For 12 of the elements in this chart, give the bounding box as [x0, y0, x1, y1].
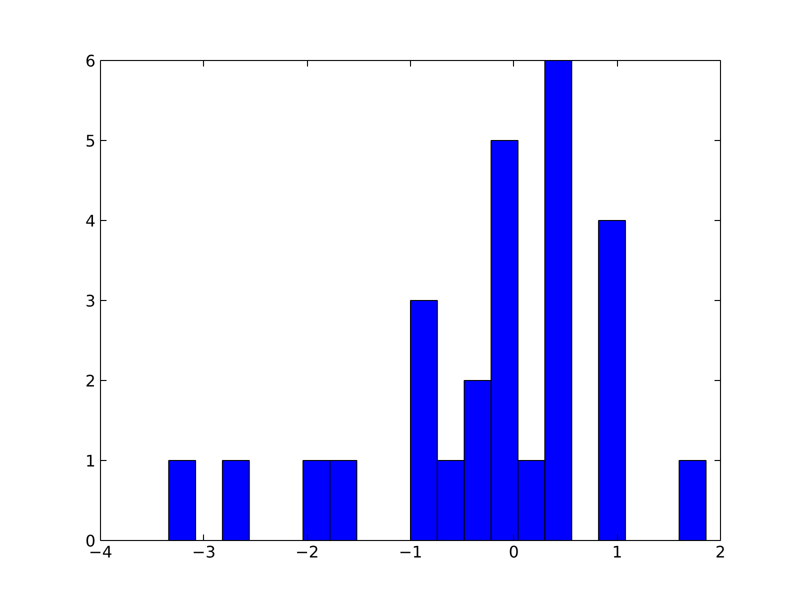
x-tick-label: 1: [612, 542, 622, 562]
x-tick-label: 2: [715, 542, 726, 562]
y-tick-label: 6: [85, 52, 96, 70]
x-tick-label: −1: [398, 542, 422, 562]
y-tick-label: 4: [85, 212, 96, 230]
x-tick-label: −2: [295, 542, 319, 562]
y-tick-label: 3: [85, 292, 96, 310]
x-tick-label: −3: [192, 542, 216, 562]
y-tick-label: 1: [85, 452, 96, 470]
y-tick-label: 2: [85, 372, 96, 390]
y-tick-label: 5: [85, 132, 96, 150]
x-tick-label: 0: [508, 542, 519, 562]
